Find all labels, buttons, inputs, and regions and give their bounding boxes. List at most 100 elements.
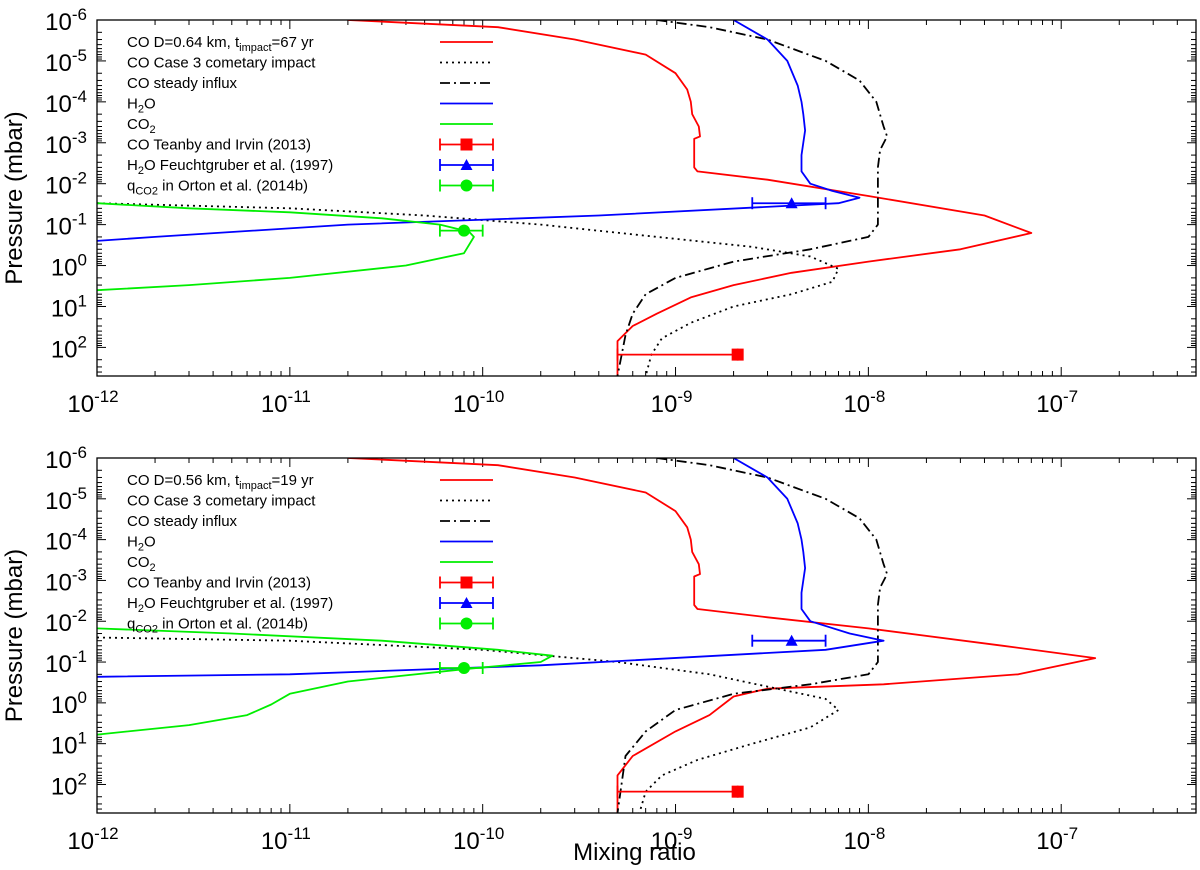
legend-item: CO steady influx: [127, 75, 493, 92]
legend-item: H2O: [127, 534, 493, 554]
point-marker: [731, 785, 744, 798]
legend-marker: [460, 179, 473, 192]
y-tick-label: 100: [51, 688, 87, 719]
y-tick-label: 10-1: [45, 210, 87, 241]
point-marker: [731, 348, 744, 361]
series-line-co-steady-influx: [616, 20, 888, 376]
x-tick-label: 10-8: [843, 824, 885, 855]
data-point: [439, 662, 484, 675]
series-line-co-impact: [347, 458, 1097, 813]
x-tick-label: 10-12: [67, 387, 118, 418]
plot-area: [97, 20, 1033, 376]
series-line-co2: [97, 627, 554, 736]
legend-marker: [460, 159, 473, 170]
legend-item: qCO2 in Orton et al. (2014b): [127, 178, 494, 198]
y-tick-label: 10-3: [45, 128, 87, 159]
series-line-co-steady-influx: [616, 458, 888, 813]
x-tick-label: 10-7: [1036, 824, 1078, 855]
point-marker: [457, 224, 470, 237]
chart-panel-1: 10-12 10-11 10-10 10-9 10-8 10-7 10-6 10-5 10-4 1…: [1, 5, 1197, 418]
legend-marker: [460, 576, 473, 589]
legend-item: CO2: [127, 554, 493, 574]
legend-item: H2O: [127, 96, 493, 116]
legend-label: H2O Feuchtgruber et al. (1997): [127, 595, 333, 615]
y-tick-label: 10-2: [45, 606, 87, 637]
point-marker: [785, 197, 798, 209]
legend-item: CO Case 3 cometary impact: [127, 55, 493, 72]
chart-panel-2: 10-12 10-11 10-10 10-9 10-8 10-7 10-6 10-5 10-4 1…: [1, 443, 1197, 855]
plot-area: [97, 458, 1097, 813]
legend-marker: [460, 597, 473, 608]
data-point: [751, 634, 827, 647]
y-tick-label: 10-4: [45, 87, 87, 118]
series-line-co-case-3-cometary-impact: [97, 202, 840, 376]
point-marker: [785, 634, 798, 646]
plot-frame: [96, 457, 1197, 814]
data-point: [616, 785, 744, 798]
legend-marker: [460, 138, 473, 151]
series-line-co-case-3-cometary-impact: [97, 636, 840, 813]
legend-label: CO Teanby and Irvin (2013): [127, 575, 311, 592]
y-tick-label: 102: [51, 332, 87, 363]
axis-ticks: [96, 19, 1197, 377]
legend-label: H2O: [127, 534, 156, 554]
legend-label: CO Case 3 cometary impact: [127, 493, 316, 510]
plot-frame: [96, 19, 1197, 377]
y-tick-label: 10-5: [45, 484, 87, 515]
data-point: [439, 224, 484, 237]
y-tick-label: 101: [51, 291, 87, 322]
series-line-co-impact: [347, 20, 1033, 376]
legend-label: H2O Feuchtgruber et al. (1997): [127, 157, 333, 177]
legend-item: CO Teanby and Irvin (2013): [127, 137, 494, 154]
legend-marker: [460, 617, 473, 630]
x-tick-label: 10-9: [651, 387, 693, 418]
y-tick-label: 10-2: [45, 169, 87, 200]
series-line-h2o: [97, 20, 861, 242]
y-tick-label: 100: [51, 251, 87, 282]
y-axis-title: Pressure (mbar): [1, 549, 28, 722]
legend-label: CO2: [127, 116, 156, 136]
legend-item: CO2: [127, 116, 493, 136]
legend-label: CO Case 3 cometary impact: [127, 55, 316, 72]
legend-item: CO D=0.64 km, timpact=67 yr: [127, 34, 493, 54]
y-tick-label: 10-3: [45, 565, 87, 596]
legend-label: CO Teanby and Irvin (2013): [127, 137, 311, 154]
y-tick-label: 10-1: [45, 647, 87, 678]
y-tick-label: 102: [51, 769, 87, 800]
legend-item: CO Teanby and Irvin (2013): [127, 575, 494, 592]
legend-label: CO D=0.64 km, timpact=67 yr: [127, 34, 314, 54]
legend-label: qCO2 in Orton et al. (2014b): [127, 178, 308, 198]
x-tick-label: 10-7: [1036, 387, 1078, 418]
legend-item: H2O Feuchtgruber et al. (1997): [127, 595, 494, 615]
x-tick-label: 10-10: [453, 387, 504, 418]
y-tick-label: 10-6: [45, 443, 87, 474]
legend-label: CO steady influx: [127, 513, 238, 530]
y-tick-label: 10-6: [45, 5, 87, 36]
legend-item: qCO2 in Orton et al. (2014b): [127, 616, 494, 636]
legend-item: CO steady influx: [127, 513, 493, 530]
x-tick-label: 10-12: [67, 824, 118, 855]
legend-label: qCO2 in Orton et al. (2014b): [127, 616, 308, 636]
x-tick-label: 10-9: [651, 824, 693, 855]
data-point: [616, 348, 744, 361]
point-marker: [457, 662, 470, 675]
x-tick-label: 10-10: [453, 824, 504, 855]
legend-label: CO steady influx: [127, 75, 238, 92]
data-point: [751, 197, 827, 210]
y-tick-label: 101: [51, 729, 87, 760]
x-tick-label: 10-8: [843, 387, 885, 418]
y-axis-title: Pressure (mbar): [1, 111, 28, 284]
legend-item: CO Case 3 cometary impact: [127, 493, 493, 510]
y-tick-label: 10-5: [45, 46, 87, 77]
series-line-co2: [97, 202, 475, 292]
x-axis-title: Mixing ratio: [573, 839, 696, 866]
x-tick-label: 10-11: [261, 824, 311, 855]
x-tick-label: 10-11: [261, 387, 311, 418]
legend-label: CO D=0.56 km, timpact=19 yr: [127, 472, 314, 492]
y-tick-label: 10-4: [45, 525, 87, 556]
legend-label: CO2: [127, 554, 156, 574]
legend-item: CO D=0.56 km, timpact=19 yr: [127, 472, 493, 492]
